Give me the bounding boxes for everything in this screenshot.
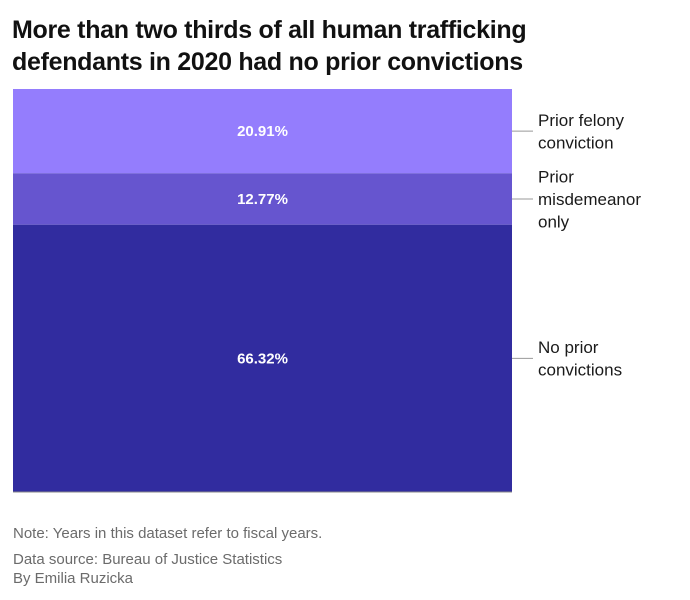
data-label-2: 66.32% <box>237 350 288 367</box>
bar-segment-1 <box>13 173 512 225</box>
data-source: Data source: Bureau of Justice Statistic… <box>13 551 283 568</box>
chart-title: More than two thirds of all human traffi… <box>12 16 527 76</box>
data-label-1: 12.77% <box>237 191 288 208</box>
series-label-2: No prior convictions <box>538 338 622 380</box>
footer-note: Note: Years in this dataset refer to fis… <box>13 525 323 542</box>
byline: By Emilia Ruzicka <box>13 570 134 587</box>
data-label-0: 20.91% <box>237 123 288 140</box>
bar-segment-2 <box>13 224 512 492</box>
bar-segment-0 <box>13 89 512 174</box>
series-label-1: Prior misdemeanor only <box>538 167 641 231</box>
series-label-0: Prior felony conviction <box>538 111 624 153</box>
